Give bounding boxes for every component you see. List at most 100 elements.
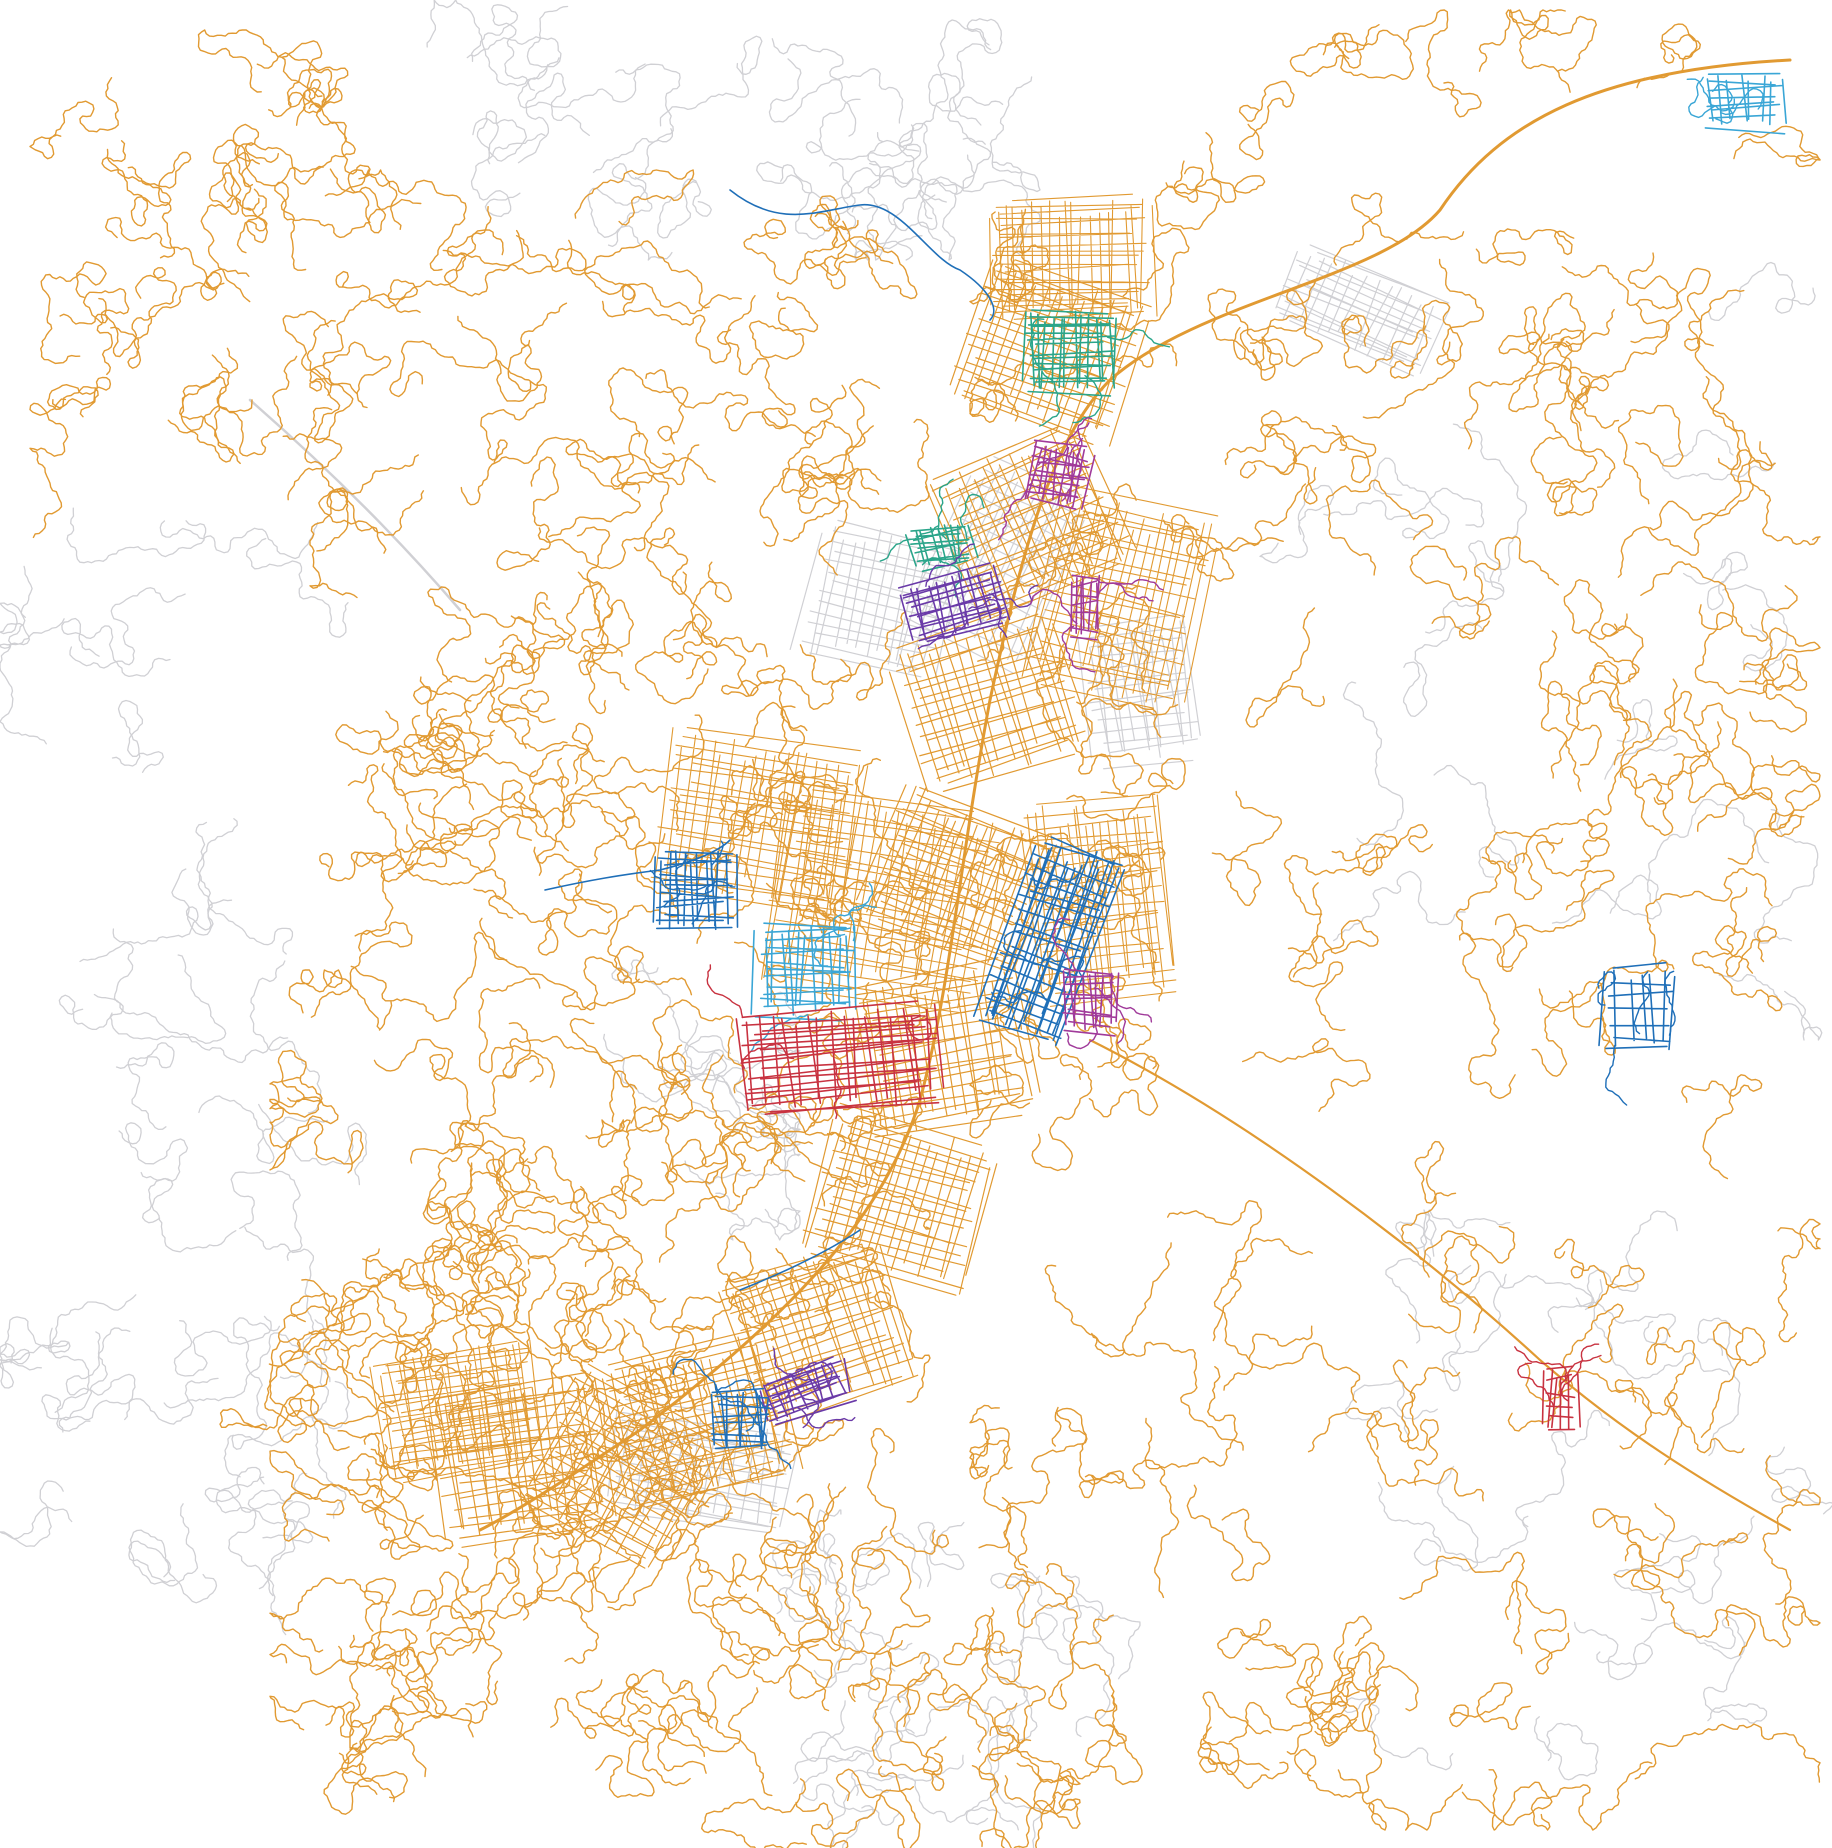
main-network-street xyxy=(527,1145,631,1268)
main-network-street xyxy=(1692,887,1783,1012)
main-network-street xyxy=(943,1614,1023,1683)
main-network-street xyxy=(658,1052,719,1184)
main-network-street xyxy=(443,1162,526,1286)
unclassified-street xyxy=(805,98,915,161)
main-network-street xyxy=(456,1424,604,1491)
main-network-street xyxy=(287,319,343,501)
main-network-street xyxy=(1288,882,1346,1032)
cluster-blue-south xyxy=(710,1387,771,1450)
unclassified-street xyxy=(1643,1616,1746,1660)
main-network-street xyxy=(1687,721,1802,838)
main-network-street xyxy=(335,710,445,776)
main-network-street xyxy=(575,1266,631,1354)
main-network-street xyxy=(244,102,356,185)
main-network-street xyxy=(211,354,298,457)
main-network-street xyxy=(1540,680,1602,792)
unclassified-street xyxy=(65,1327,136,1421)
main-network-street xyxy=(381,763,569,852)
main-network-street xyxy=(988,1739,1073,1815)
main-network-street xyxy=(1031,1053,1093,1172)
main-network-street xyxy=(1362,258,1484,419)
main-network-street xyxy=(969,1439,1029,1568)
main-network-street xyxy=(1498,292,1586,355)
main-network-street xyxy=(979,1762,1081,1848)
main-network-street xyxy=(1614,1379,1745,1454)
main-network-street xyxy=(1458,932,1516,1099)
unclassified-street xyxy=(66,507,207,564)
cluster-blue-west-tendril xyxy=(544,839,731,891)
main-network-street xyxy=(592,1119,631,1220)
main-network-street xyxy=(442,235,587,275)
cluster-red-east-branch xyxy=(1560,1343,1600,1397)
main-network-street xyxy=(760,1095,847,1152)
cluster-magenta-east-center-branch xyxy=(1066,1010,1099,1050)
main-network-street xyxy=(657,1687,759,1774)
unclassified-street xyxy=(1722,584,1789,672)
cluster-blue-west-center-branch xyxy=(655,854,688,909)
main-network-street xyxy=(835,1765,921,1848)
unclassified-street xyxy=(517,72,590,164)
unclassified-street xyxy=(141,1177,237,1253)
main-network-street xyxy=(1504,1579,1570,1675)
main-network-street xyxy=(1475,228,1575,266)
main-network-street xyxy=(1211,790,1283,907)
cluster-purple-south-branch xyxy=(796,1407,856,1429)
main-network-street xyxy=(1409,545,1492,636)
cluster-blue-east xyxy=(1598,961,1676,1051)
main-network-street xyxy=(821,1117,891,1207)
cluster-blue-west-center-branch xyxy=(695,840,725,895)
main-network-street xyxy=(1714,925,1778,977)
unclassified-street xyxy=(227,1489,293,1636)
main-network-street xyxy=(969,1404,1013,1478)
cluster-magenta-east-center-branch xyxy=(1110,976,1153,1023)
unclassified-street xyxy=(1020,1592,1082,1665)
main-network-street xyxy=(309,341,392,409)
unclassified-street xyxy=(756,1083,801,1140)
main-network-street xyxy=(610,432,700,488)
main-network-grid-patch xyxy=(1021,484,1219,709)
cluster-teal-north-branch xyxy=(1029,318,1052,370)
main-network-street xyxy=(1725,1596,1821,1648)
main-network-street xyxy=(358,1271,507,1379)
main-network-street xyxy=(488,868,613,923)
unclassified-street xyxy=(756,141,883,202)
unclassified-street xyxy=(1661,429,1775,481)
main-network-street xyxy=(433,1250,530,1372)
main-network-street xyxy=(576,526,611,715)
unclassified-street xyxy=(230,1170,303,1261)
main-network-street xyxy=(1777,1218,1821,1343)
main-network-street xyxy=(1289,24,1380,77)
unclassified-street xyxy=(244,1226,315,1380)
main-network-street xyxy=(1455,856,1528,968)
main-network-street xyxy=(106,148,192,259)
main-network-street xyxy=(1154,166,1220,231)
main-network-street xyxy=(1197,1726,1270,1776)
main-network-street xyxy=(268,1292,371,1367)
unclassified-street xyxy=(246,537,349,638)
cluster-teal-north-branch xyxy=(1038,371,1061,427)
main-network-street xyxy=(1688,289,1745,471)
main-network-street xyxy=(350,931,508,1023)
cluster-teal-north-branch xyxy=(1106,329,1171,348)
main-network-street xyxy=(1485,830,1555,901)
unclassified-street xyxy=(986,1572,1041,1666)
main-network-street xyxy=(1239,277,1324,371)
main-network-street xyxy=(526,1255,594,1398)
main-network-street xyxy=(1294,1684,1382,1798)
main-network-street xyxy=(1700,1321,1766,1438)
main-network-street xyxy=(1072,977,1152,1068)
main-network-street xyxy=(443,229,524,297)
main-network-street xyxy=(897,1668,1014,1794)
main-network-street xyxy=(365,1248,446,1338)
main-network-street xyxy=(1084,1695,1143,1786)
main-network-street xyxy=(1260,416,1348,505)
unclassified-street xyxy=(1385,1209,1437,1344)
cluster-red-center xyxy=(735,1000,945,1116)
unclassified-street xyxy=(58,1377,219,1433)
main-network-street xyxy=(349,1628,430,1716)
unclassified-street xyxy=(1718,973,1823,1041)
main-network-street xyxy=(375,1661,447,1778)
main-network-street xyxy=(682,561,732,680)
unclassified-street xyxy=(827,1783,892,1848)
unclassified-street xyxy=(1592,1278,1731,1380)
